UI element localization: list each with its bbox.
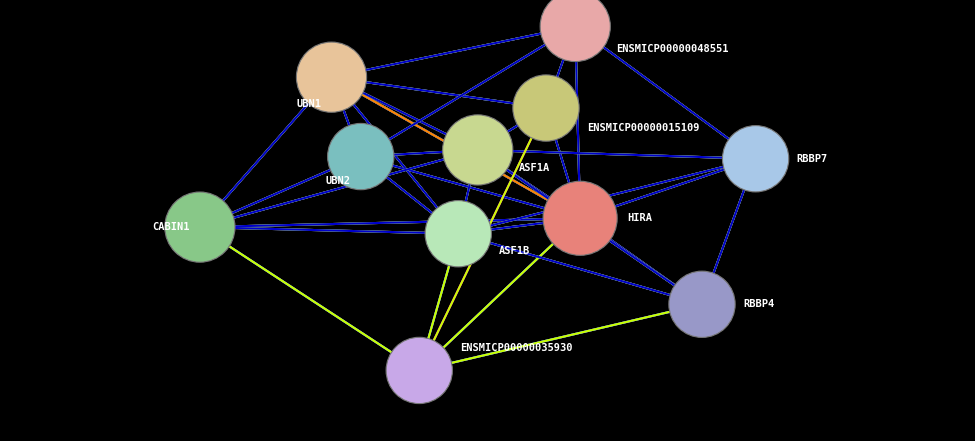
Ellipse shape xyxy=(165,192,235,262)
Ellipse shape xyxy=(296,42,367,112)
Ellipse shape xyxy=(425,201,491,267)
Ellipse shape xyxy=(722,126,789,192)
Ellipse shape xyxy=(386,337,452,404)
Text: ENSMICP00000015109: ENSMICP00000015109 xyxy=(587,123,699,133)
Text: ASF1B: ASF1B xyxy=(499,247,530,256)
Ellipse shape xyxy=(540,0,610,62)
Text: UBN1: UBN1 xyxy=(296,99,322,108)
Text: ENSMICP00000048551: ENSMICP00000048551 xyxy=(616,44,728,53)
Ellipse shape xyxy=(443,115,513,185)
Text: RBBP4: RBBP4 xyxy=(743,299,774,309)
Text: ASF1A: ASF1A xyxy=(519,163,550,172)
Text: ENSMICP00000035930: ENSMICP00000035930 xyxy=(460,344,572,353)
Text: UBN2: UBN2 xyxy=(326,176,351,186)
Ellipse shape xyxy=(543,181,617,255)
Ellipse shape xyxy=(328,123,394,190)
Ellipse shape xyxy=(669,271,735,337)
Text: CABIN1: CABIN1 xyxy=(153,222,190,232)
Ellipse shape xyxy=(513,75,579,141)
Text: RBBP7: RBBP7 xyxy=(797,154,828,164)
Text: HIRA: HIRA xyxy=(627,213,652,223)
